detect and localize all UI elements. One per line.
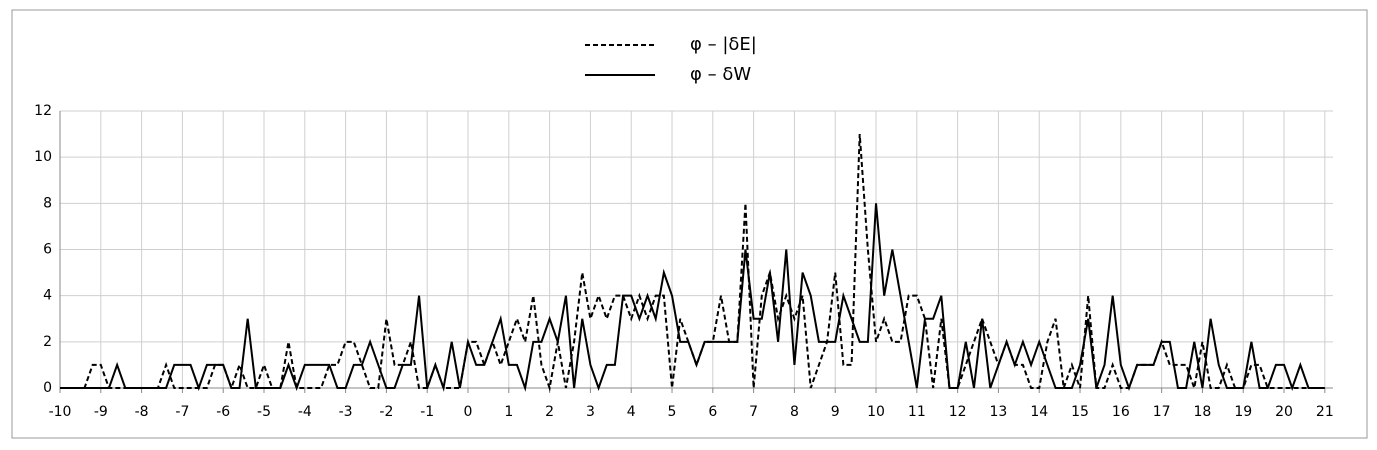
x-tick-label: -5 [257, 404, 271, 420]
y-tick-label: 12 [34, 103, 52, 119]
y-tick-label: 2 [43, 334, 52, 350]
legend-label: φ – δW [690, 64, 751, 85]
x-tick-label: 8 [790, 404, 799, 420]
x-tick-label: 14 [1030, 404, 1048, 420]
x-tick-label: 10 [867, 404, 885, 420]
x-tick-label: 20 [1275, 404, 1293, 420]
x-tick-label: 5 [668, 404, 677, 420]
x-tick-label: 11 [908, 404, 926, 420]
x-tick-label: -9 [94, 404, 108, 420]
legend-label: φ – |δE| [690, 34, 757, 55]
x-tick-label: 17 [1153, 404, 1171, 420]
x-tick-label: 9 [831, 404, 840, 420]
x-tick-label: 4 [627, 404, 636, 420]
x-tick-label: 12 [949, 404, 967, 420]
x-tick-label: 21 [1316, 404, 1334, 420]
x-tick-label: 6 [708, 404, 717, 420]
x-tick-label: -1 [420, 404, 434, 420]
chart-frame [11, 9, 1368, 439]
y-tick-label: 4 [43, 288, 52, 304]
x-tick-label: -8 [135, 404, 149, 420]
y-tick-label: 6 [43, 242, 52, 258]
y-tick-label: 10 [34, 149, 52, 165]
x-tick-label: 7 [749, 404, 758, 420]
y-tick-label: 0 [43, 380, 52, 396]
y-tick-label: 8 [43, 195, 52, 211]
x-tick-label: 1 [504, 404, 513, 420]
x-tick-label: 19 [1234, 404, 1252, 420]
x-tick-label: 18 [1194, 404, 1212, 420]
series-line [60, 203, 1325, 392]
x-tick-label: 3 [586, 404, 595, 420]
x-tick-label: -10 [49, 404, 72, 420]
x-tick-label: 16 [1112, 404, 1130, 420]
x-tick-label: -4 [298, 404, 312, 420]
x-tick-label: -6 [216, 404, 230, 420]
x-tick-label: 0 [464, 404, 473, 420]
x-tick-label: -7 [175, 404, 189, 420]
x-tick-label: -3 [339, 404, 353, 420]
x-tick-label: -2 [379, 404, 393, 420]
x-tick-label: 2 [545, 404, 554, 420]
x-tick-label: 15 [1071, 404, 1089, 420]
x-tick-label: 13 [990, 404, 1008, 420]
